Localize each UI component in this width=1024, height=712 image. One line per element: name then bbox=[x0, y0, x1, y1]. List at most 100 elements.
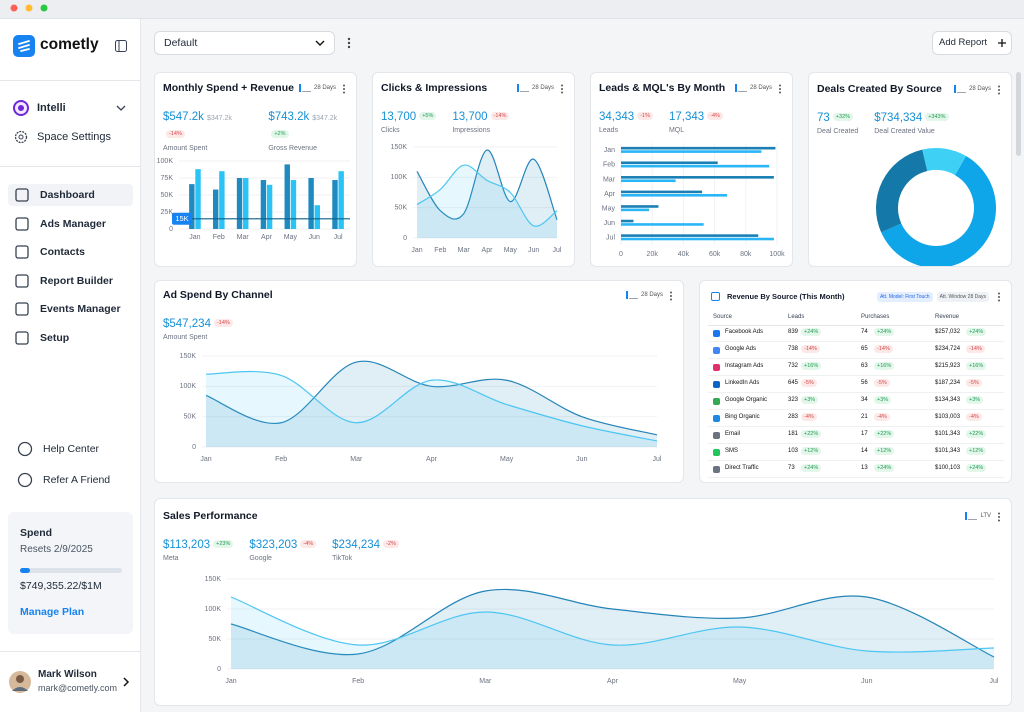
table-value: 34 bbox=[861, 397, 868, 403]
column-header[interactable]: Purchases bbox=[861, 314, 890, 320]
metric-compare: $347.2k bbox=[312, 115, 338, 122]
change-badge: +16% bbox=[874, 362, 895, 370]
collapse-icon[interactable] bbox=[115, 40, 127, 52]
help-icon bbox=[17, 472, 33, 488]
source-name: Google Organic bbox=[725, 397, 768, 403]
bar bbox=[314, 205, 321, 229]
table-value: 13 bbox=[861, 465, 868, 471]
period[interactable]: LTV bbox=[965, 512, 991, 520]
menu-dot bbox=[998, 89, 1000, 91]
row-divider bbox=[708, 358, 1004, 359]
y-tick-label: 25K bbox=[161, 209, 174, 216]
metric-value: 13,700 bbox=[381, 111, 417, 123]
help-item[interactable]: Refer A Friend bbox=[43, 474, 111, 486]
table-value: $101,343 bbox=[935, 448, 961, 454]
table-value: $100,103 bbox=[935, 465, 961, 471]
row-divider bbox=[708, 409, 1004, 410]
nav-item[interactable]: Dashboard bbox=[40, 189, 95, 201]
chevron[interactable] bbox=[122, 677, 130, 687]
nav-icon bbox=[15, 330, 29, 345]
period-label: 28 Days bbox=[313, 85, 336, 91]
source-icon bbox=[713, 398, 720, 405]
icon-shape bbox=[15, 302, 29, 316]
menu-icon[interactable] bbox=[997, 512, 1001, 522]
icon-shape bbox=[15, 273, 29, 288]
menu-icon[interactable] bbox=[347, 37, 351, 49]
period[interactable]: 28 Days bbox=[298, 84, 336, 92]
x-tick-label: 60k bbox=[709, 251, 721, 258]
x-tick-label: Jun bbox=[309, 234, 320, 241]
change-badge: +32% bbox=[832, 112, 854, 121]
nav-item[interactable]: Events Manager bbox=[40, 303, 121, 315]
add-report-button[interactable] bbox=[932, 31, 1012, 55]
metric-value: $743.2k bbox=[268, 111, 310, 123]
avatar bbox=[9, 671, 31, 693]
menu-icon[interactable] bbox=[778, 84, 782, 94]
change-badge: -4% bbox=[874, 413, 890, 421]
view-select[interactable] bbox=[154, 31, 335, 55]
source-icon bbox=[713, 432, 720, 439]
y-tick-label: Mar bbox=[603, 176, 616, 183]
period[interactable]: 28 Days bbox=[625, 291, 663, 299]
nav-item[interactable]: Ads Manager bbox=[40, 217, 106, 230]
source-icon bbox=[713, 381, 720, 388]
column-header[interactable]: Source bbox=[713, 314, 733, 320]
metric-label: Impressions bbox=[452, 127, 491, 134]
period[interactable]: 28 Days bbox=[516, 84, 554, 92]
manage-plan[interactable]: Manage Plan bbox=[20, 606, 85, 618]
menu-dot bbox=[561, 88, 563, 90]
bar bbox=[236, 178, 243, 229]
menu-dot bbox=[670, 298, 672, 301]
y-tick-label: 0 bbox=[403, 235, 407, 242]
metric: $547.2k $347.2k -14% Amount Spent bbox=[163, 107, 252, 152]
menu-icon[interactable] bbox=[997, 85, 1001, 95]
nav-item[interactable]: Report Builder bbox=[40, 274, 113, 287]
icon-shape bbox=[734, 84, 737, 92]
row-divider bbox=[708, 460, 1004, 461]
table-value: 17 bbox=[861, 431, 868, 437]
chevron[interactable] bbox=[116, 104, 126, 112]
workspace-name[interactable]: Intelli bbox=[37, 102, 66, 114]
space-settings[interactable]: Space Settings bbox=[37, 131, 111, 143]
menu-dot bbox=[998, 512, 1000, 515]
bar bbox=[284, 164, 290, 229]
menu-icon[interactable] bbox=[342, 84, 346, 94]
period[interactable]: 28 Days bbox=[953, 85, 991, 93]
view-name: Default bbox=[164, 37, 198, 49]
help-item[interactable]: Help Center bbox=[43, 443, 100, 455]
area-fill bbox=[206, 371, 657, 447]
menu-icon[interactable] bbox=[560, 84, 564, 94]
menu-dot bbox=[998, 516, 1000, 518]
logo-icon bbox=[13, 35, 35, 57]
bar bbox=[189, 184, 195, 229]
bar bbox=[621, 190, 703, 194]
source-icon bbox=[713, 415, 720, 422]
divider bbox=[0, 80, 140, 81]
menu-icon[interactable] bbox=[997, 292, 1001, 302]
period-icon bbox=[625, 291, 638, 299]
x-tick-label: Apr bbox=[426, 456, 438, 463]
area-fill bbox=[417, 149, 557, 238]
metrics: 34,343 -1% Leads 17,343 -4% MQL bbox=[599, 107, 723, 134]
menu-icon[interactable] bbox=[669, 291, 673, 301]
metric: $323,203 -4% Google bbox=[249, 535, 317, 562]
source-name: Facebook Ads bbox=[725, 329, 764, 335]
icon-shape bbox=[17, 441, 33, 457]
period[interactable]: 28 Days bbox=[734, 84, 772, 92]
nav-item[interactable]: Contacts bbox=[40, 246, 85, 258]
table-value: 65 bbox=[861, 346, 868, 352]
widget-title: Leads & MQL's By Month bbox=[599, 82, 726, 94]
x-tick-label: Jul bbox=[553, 247, 562, 254]
help-icon bbox=[17, 441, 33, 457]
widget-card: Clicks & Impressions 28 Days 13,700 +5% Clic… bbox=[372, 72, 575, 267]
column-header[interactable]: Revenue bbox=[935, 314, 960, 320]
column-header[interactable]: Leads bbox=[788, 314, 805, 320]
row-divider bbox=[708, 426, 1004, 427]
period-label: 28 Days bbox=[640, 292, 663, 298]
icon-shape bbox=[15, 245, 29, 259]
metric-value: $734,334 bbox=[874, 112, 923, 124]
change-badge: -5% bbox=[801, 379, 817, 387]
nav-item[interactable]: Setup bbox=[40, 331, 70, 344]
source-icon bbox=[713, 466, 720, 473]
x-tick-label: Jul bbox=[653, 456, 662, 463]
